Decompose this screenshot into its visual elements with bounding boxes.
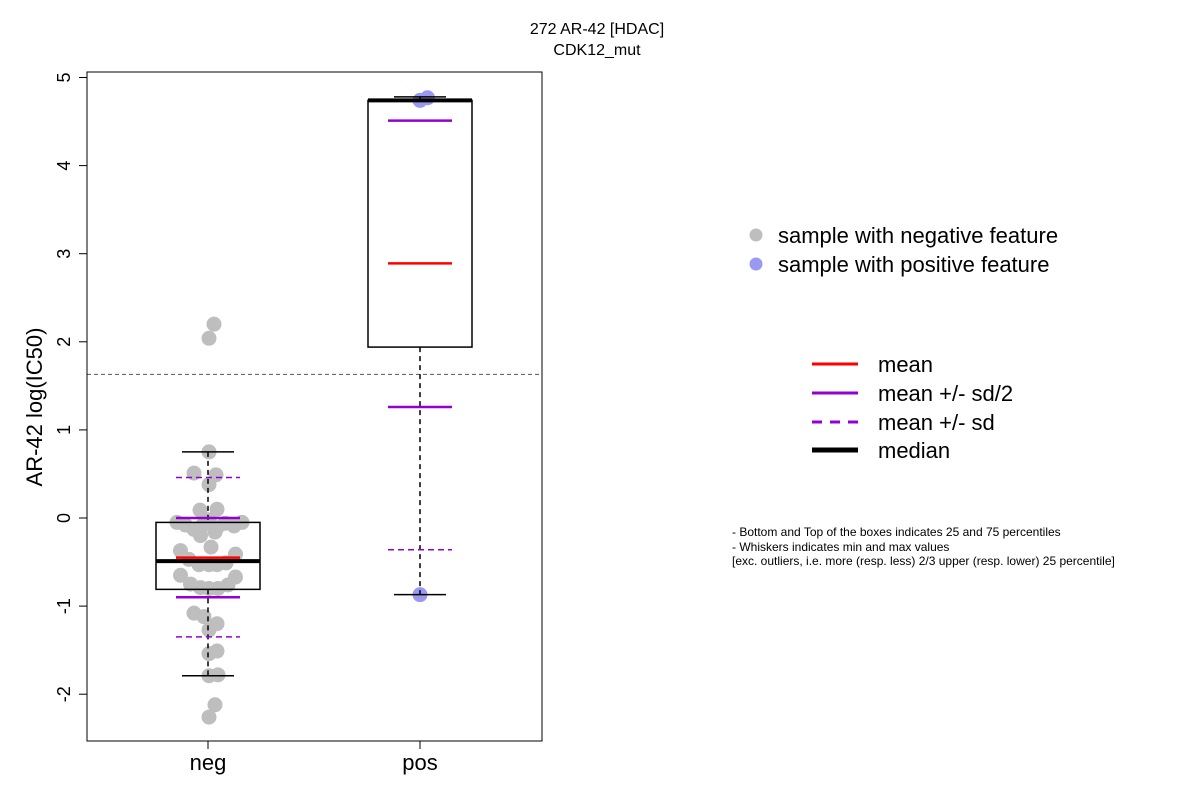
data-point-neg <box>209 643 225 659</box>
data-point-neg <box>207 524 223 540</box>
group-pos <box>367 90 473 603</box>
y-tick-label: 4 <box>54 161 74 171</box>
y-axis-label: AR-42 log(IC50) <box>22 328 47 487</box>
y-tick-label: 5 <box>54 72 74 82</box>
data-point-neg <box>201 709 217 725</box>
data-point-neg <box>206 316 222 332</box>
data-point-neg <box>207 697 223 713</box>
x-axis: neg pos <box>190 741 438 775</box>
notes: - Bottom and Top of the boxes indicates … <box>732 525 1115 568</box>
chart-title: 272 AR-42 [HDAC] <box>530 21 664 38</box>
y-tick-label: 1 <box>54 425 74 435</box>
legend-negative-marker <box>749 228 763 242</box>
note-line-1: - Bottom and Top of the boxes indicates … <box>732 525 1061 539</box>
data-point-neg <box>186 465 202 481</box>
data-point-neg <box>201 622 217 638</box>
data-point-neg <box>228 569 243 585</box>
data-point-neg <box>209 501 225 517</box>
y-tick-label: -1 <box>54 598 74 614</box>
legend-half-sd-label: mean +/- sd/2 <box>878 381 1013 406</box>
data-point-neg <box>203 539 219 555</box>
data-point-neg <box>196 609 212 625</box>
chart-subtitle: CDK12_mut <box>553 42 641 59</box>
data-point-neg <box>192 502 208 518</box>
legend-negative-label: sample with negative feature <box>778 223 1058 248</box>
legend-mean-label: mean <box>878 352 933 377</box>
note-line-3: [exc. outliers, i.e. more (resp. less) 2… <box>732 554 1115 568</box>
data-point-pos <box>420 90 435 106</box>
x-tick-label: neg <box>190 750 227 775</box>
legend-median-label: median <box>878 438 950 463</box>
x-tick-label: pos <box>402 750 437 775</box>
data-point-neg <box>201 477 217 493</box>
box-neg <box>155 521 261 591</box>
plot-frame <box>86 71 543 742</box>
group-neg <box>155 316 261 725</box>
y-axis: -2 -1 0 1 2 3 4 5 <box>54 72 88 702</box>
data-point-neg <box>193 528 208 544</box>
legend: sample with negative feature sample with… <box>749 223 1058 463</box>
y-tick-label: 0 <box>54 513 74 523</box>
legend-sd-label: mean +/- sd <box>878 410 995 435</box>
y-tick-label: 3 <box>54 249 74 259</box>
legend-positive-marker <box>749 257 763 271</box>
plot-layer <box>87 90 542 725</box>
legend-positive-label: sample with positive feature <box>778 252 1049 277</box>
data-point-neg <box>210 667 226 683</box>
y-tick-label: 2 <box>54 337 74 347</box>
box-pos <box>367 99 473 348</box>
data-point-neg <box>201 330 217 346</box>
y-tick-label: -2 <box>54 686 74 702</box>
data-point-neg <box>173 567 188 583</box>
note-line-2: - Whiskers indicates min and max values <box>732 540 949 554</box>
